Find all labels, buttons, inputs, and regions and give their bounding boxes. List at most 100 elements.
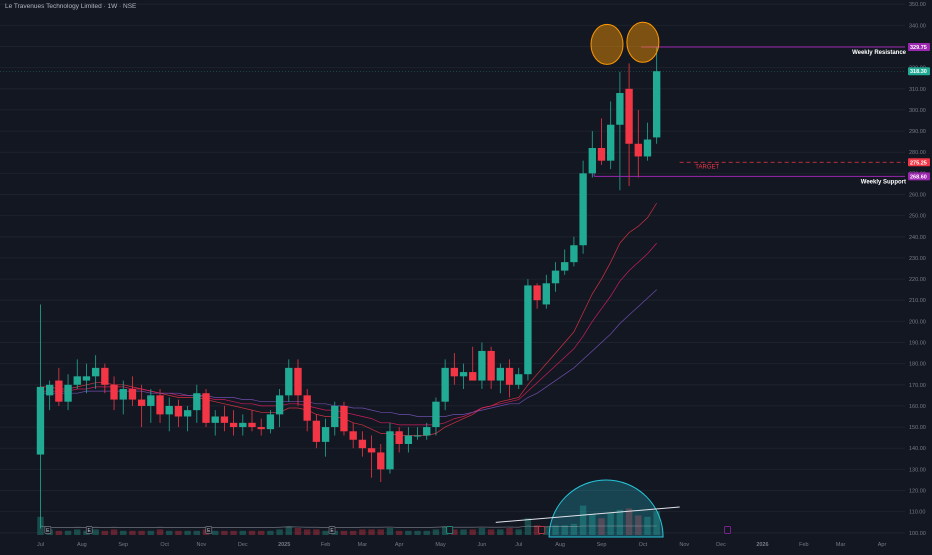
event-marker xyxy=(446,526,454,534)
volume-bar xyxy=(193,530,201,535)
candle xyxy=(643,139,652,157)
x-tick-label: Feb xyxy=(799,542,808,548)
candle xyxy=(533,285,541,301)
candle xyxy=(561,262,569,271)
candle xyxy=(257,427,265,430)
x-tick-label: Dec xyxy=(716,542,726,548)
x-tick-label: Jul xyxy=(37,542,44,548)
y-tick-label: 100.00 xyxy=(909,531,926,537)
candle xyxy=(285,367,293,396)
candle xyxy=(229,422,238,428)
highlight-circle xyxy=(590,23,624,65)
candle xyxy=(147,395,155,406)
x-tick-label: Oct xyxy=(639,542,648,548)
volume-bar xyxy=(322,530,329,535)
x-tick-label: Apr xyxy=(395,542,404,548)
volume-bar xyxy=(175,530,182,535)
y-tick-label: 280.00 xyxy=(909,150,926,156)
candle xyxy=(312,420,321,442)
x-tick-label: 2025 xyxy=(278,542,290,548)
volume-bar xyxy=(138,530,145,535)
candle xyxy=(597,147,606,161)
x-tick-label: Jul xyxy=(515,542,522,548)
volume-bar xyxy=(414,530,421,535)
x-tick-label: Aug xyxy=(77,542,87,548)
x-tick-label: Jun xyxy=(477,542,486,548)
x-tick-label: Nov xyxy=(197,542,207,548)
candle xyxy=(193,393,201,411)
candle xyxy=(377,452,385,470)
candle xyxy=(625,88,633,144)
y-tick-label: 300.00 xyxy=(909,108,926,114)
candle xyxy=(542,283,550,305)
candle xyxy=(73,376,81,385)
candle xyxy=(579,173,587,246)
volume-bar xyxy=(607,512,614,535)
y-tick-label: 240.00 xyxy=(909,235,926,241)
price-badge-label: 329.75 xyxy=(910,45,927,51)
candle xyxy=(469,372,477,381)
volume-bar xyxy=(184,530,191,535)
volume-bar xyxy=(211,530,219,535)
volume-bar xyxy=(432,529,440,535)
candle xyxy=(607,124,615,161)
volume-bar xyxy=(533,525,541,535)
y-tick-label: 140.00 xyxy=(909,446,926,452)
y-tick-label: 180.00 xyxy=(909,362,926,368)
candle xyxy=(202,393,210,423)
level-label: Weekly Resistance xyxy=(852,50,907,56)
x-tick-label: Dec xyxy=(238,542,248,548)
candle xyxy=(423,427,431,436)
candle xyxy=(294,367,302,396)
candle xyxy=(331,405,339,428)
candles xyxy=(36,46,661,529)
volume-bar xyxy=(276,529,283,535)
candle xyxy=(183,410,192,417)
x-tick-label: Feb xyxy=(321,542,330,548)
volume-bar xyxy=(303,529,311,535)
y-tick-label: 160.00 xyxy=(909,404,926,410)
candle xyxy=(137,399,146,406)
volume-bar xyxy=(543,526,550,535)
volume-bar xyxy=(221,530,228,535)
candle xyxy=(64,384,72,402)
candle xyxy=(478,350,486,381)
candle xyxy=(395,431,403,444)
candle xyxy=(174,405,183,417)
candle xyxy=(524,285,532,375)
volume-bar xyxy=(635,515,642,535)
volume-bar xyxy=(377,529,384,535)
volume-pane xyxy=(37,479,680,538)
price-levels: Weekly Resistance TARGET Weekly Support xyxy=(593,46,907,185)
candle xyxy=(386,431,394,470)
volume-bar xyxy=(156,529,164,535)
volume-bar xyxy=(349,530,357,535)
candle xyxy=(459,372,468,377)
volume-bar xyxy=(460,529,467,535)
y-tick-label: 250.00 xyxy=(909,214,926,220)
candle xyxy=(349,431,357,440)
volume-bar xyxy=(147,530,155,535)
volume-ma-line xyxy=(40,525,657,528)
candle xyxy=(505,367,514,385)
candle xyxy=(82,376,91,381)
candle xyxy=(413,435,422,437)
candle xyxy=(165,405,173,415)
candle xyxy=(45,384,54,396)
candle xyxy=(404,435,413,444)
candle xyxy=(367,448,376,453)
candle xyxy=(551,270,560,284)
event-marker xyxy=(205,526,213,534)
candle xyxy=(220,416,229,423)
candle xyxy=(303,395,311,421)
x-tick-label: Mar xyxy=(358,542,368,548)
candle xyxy=(55,380,63,402)
event-marker xyxy=(724,526,731,534)
y-tick-label: 310.00 xyxy=(909,87,926,93)
candle xyxy=(432,401,440,428)
volume-bar xyxy=(340,530,348,535)
candle xyxy=(110,384,118,400)
ema-fast-line xyxy=(40,202,657,436)
